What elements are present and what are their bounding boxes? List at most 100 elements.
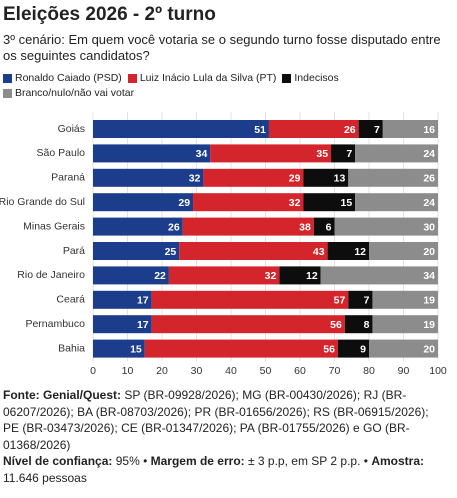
value-label: 15 bbox=[130, 343, 142, 355]
value-label: 26 bbox=[168, 221, 180, 233]
bar-segment bbox=[358, 120, 383, 138]
legend-swatch bbox=[282, 73, 292, 83]
bar-segment bbox=[372, 315, 438, 334]
value-label: 20 bbox=[423, 343, 435, 355]
bar-segment bbox=[372, 290, 438, 309]
x-tick-label: 100 bbox=[429, 365, 447, 377]
bar-segment bbox=[93, 168, 204, 187]
bar-segment bbox=[344, 315, 373, 334]
value-label: 20 bbox=[423, 246, 435, 258]
y-tick-label: São Paulo bbox=[37, 147, 86, 159]
x-tick-label: 40 bbox=[225, 365, 237, 377]
bar-segment bbox=[369, 339, 438, 358]
margin-label: Margem de erro: bbox=[150, 454, 245, 468]
value-label: 32 bbox=[289, 197, 301, 209]
bar-segment bbox=[279, 266, 321, 285]
value-label: 56 bbox=[323, 343, 335, 355]
value-label: 32 bbox=[265, 270, 277, 282]
source-label: Fonte: Genial/Quest: bbox=[3, 388, 122, 402]
bar-segment bbox=[193, 193, 304, 212]
x-tick-label: 0 bbox=[90, 365, 96, 377]
x-tick-label: 20 bbox=[156, 365, 168, 377]
legend-swatch bbox=[3, 88, 12, 98]
x-tick-label: 50 bbox=[260, 365, 272, 377]
value-label: 38 bbox=[299, 221, 311, 233]
bar-segment bbox=[93, 193, 194, 212]
bar-segment bbox=[210, 144, 332, 163]
value-label: 34 bbox=[196, 148, 208, 160]
value-label: 7 bbox=[346, 148, 352, 160]
chart-title: Eleições 2026 - 2º turno bbox=[3, 4, 216, 25]
value-label: 57 bbox=[334, 295, 346, 307]
value-label: 6 bbox=[326, 221, 332, 233]
value-label: 17 bbox=[137, 319, 149, 331]
bar-segment bbox=[93, 217, 183, 236]
value-label: 13 bbox=[334, 173, 346, 185]
bar-segment bbox=[144, 339, 338, 358]
legend-label: Ronaldo Caiado (PSD) bbox=[15, 72, 122, 84]
x-tick-label: 10 bbox=[122, 365, 134, 377]
legend-item: Luiz Inácio Lula da Silva (PT) bbox=[127, 72, 277, 84]
bar-segment bbox=[151, 315, 345, 334]
y-tick-label: Rio de Janeiro bbox=[17, 269, 85, 281]
chart: 0 10 20 30 40 50 60 70 80 90 100 Goiás 51 26 7 16 São Pa… bbox=[0, 112, 447, 377]
value-label: 7 bbox=[364, 295, 370, 307]
value-label: 12 bbox=[306, 270, 318, 282]
x-tick-label: 60 bbox=[294, 365, 306, 377]
value-label: 26 bbox=[344, 124, 356, 136]
bar-segment bbox=[348, 290, 373, 309]
x-tick-label: 30 bbox=[191, 365, 203, 377]
bar-segment bbox=[93, 120, 269, 138]
sample-value: 11.646 pessoas bbox=[3, 470, 87, 485]
value-label: 35 bbox=[316, 148, 328, 160]
y-tick-label: Ceará bbox=[56, 294, 85, 306]
value-label: 19 bbox=[423, 295, 435, 307]
value-label: 22 bbox=[154, 270, 166, 282]
legend-item: Ronaldo Caiado (PSD) bbox=[3, 72, 122, 84]
bar-segment bbox=[93, 339, 145, 358]
value-label: 17 bbox=[137, 295, 149, 307]
margin-value: ± 3 p.p, em SP 2 p.p. • bbox=[248, 454, 368, 468]
x-tick-label: 70 bbox=[329, 365, 341, 377]
bar-segment bbox=[168, 266, 280, 285]
y-tick-label: Pernambuco bbox=[25, 318, 85, 330]
confidence-value: 95% • bbox=[115, 454, 148, 468]
bar-segment bbox=[303, 168, 349, 187]
footer: Fonte: Genial/Quest: SP (BR-09928/2026);… bbox=[3, 387, 443, 486]
bar-segment bbox=[151, 290, 349, 309]
value-label: 56 bbox=[330, 319, 342, 331]
value-label: 16 bbox=[423, 124, 435, 136]
x-tick-label: 90 bbox=[398, 365, 410, 377]
bar-segment bbox=[331, 144, 356, 163]
legend-label: Indecisos bbox=[294, 72, 339, 84]
bar-segment bbox=[268, 120, 359, 138]
value-label: 30 bbox=[423, 221, 435, 233]
source-text: SP (BR-09928/2026); MG (BR-00430/2026); … bbox=[3, 388, 429, 452]
bar-segment bbox=[337, 339, 369, 358]
value-label: 29 bbox=[178, 197, 190, 209]
bar-segment bbox=[355, 193, 438, 212]
x-tick-label: 80 bbox=[363, 365, 375, 377]
value-label: 34 bbox=[423, 270, 435, 282]
bar-segment bbox=[93, 290, 152, 309]
value-label: 25 bbox=[165, 246, 177, 258]
bar-segment bbox=[182, 217, 314, 236]
legend-label: Luiz Inácio Lula da Silva (PT) bbox=[139, 72, 277, 84]
bar-segment bbox=[93, 144, 211, 163]
bar-segment bbox=[93, 242, 180, 260]
bar-segment bbox=[179, 242, 328, 260]
legend-item: Indecisos bbox=[282, 72, 339, 84]
bar-segment bbox=[313, 217, 335, 236]
bar-segment bbox=[355, 144, 438, 163]
sample-label: Amostra: bbox=[371, 454, 424, 468]
bar-segment bbox=[348, 168, 438, 187]
value-label: 8 bbox=[364, 319, 370, 331]
value-label: 7 bbox=[374, 124, 380, 136]
legend-swatch bbox=[3, 73, 12, 83]
y-tick-label: Bahia bbox=[58, 342, 85, 354]
y-tick-label: Pará bbox=[63, 245, 85, 257]
legend-swatch bbox=[127, 73, 137, 83]
confidence-label: Nível de confiança: bbox=[3, 454, 113, 468]
legend: Ronaldo Caiado (PSD) Luiz Inácio Lula da … bbox=[3, 72, 423, 99]
